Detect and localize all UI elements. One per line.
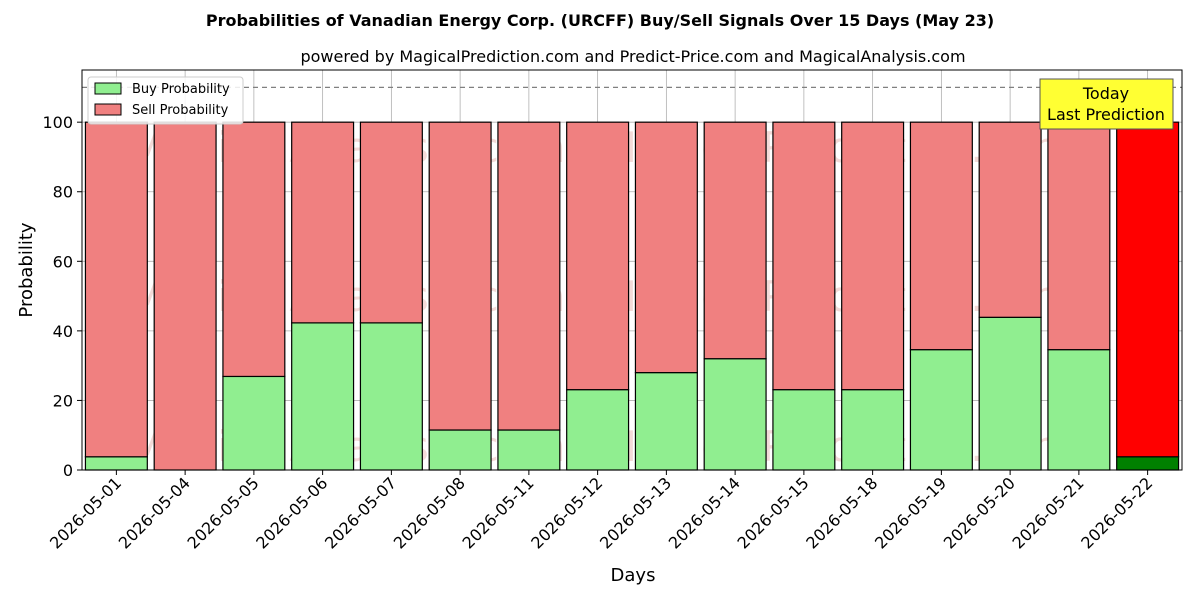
bar-buy [84, 456, 148, 471]
annotation-box [1039, 78, 1174, 130]
bar-buy [566, 389, 630, 471]
y-tick-label: 80 [53, 183, 73, 202]
bar-buy [1116, 456, 1180, 471]
bars [84, 121, 1180, 471]
bar-sell [497, 121, 561, 431]
bar-sell [359, 121, 423, 324]
bar-sell [703, 121, 767, 360]
legend-swatch-buy [94, 82, 122, 95]
bar-buy [428, 429, 492, 471]
x-tick-label: 2026-05-21 [1009, 473, 1088, 552]
chart-title: Probabilities of Vanadian Energy Corp. (… [206, 11, 994, 30]
bar-buy [703, 358, 767, 471]
x-axis-label: Days [611, 565, 656, 586]
x-tick-label: 2026-05-01 [46, 473, 125, 552]
y-tick-label: 100 [42, 113, 73, 132]
x-axis-ticks: 2026-05-012026-05-042026-05-052026-05-06… [46, 470, 1156, 553]
bar-sell [84, 121, 148, 458]
bar-sell [428, 121, 492, 431]
bar-sell [566, 121, 630, 391]
annotation-line-today: Today [1082, 84, 1129, 103]
chart-subtitle: powered by MagicalPrediction.com and Pre… [300, 47, 965, 66]
bar-buy [841, 389, 905, 471]
bar-buy [222, 375, 286, 471]
plot-frame [81, 69, 1183, 471]
x-tick-label: 2026-05-15 [734, 473, 813, 552]
x-tick-label: 2026-05-20 [940, 473, 1019, 552]
legend-label-buy: Buy Probability [132, 82, 230, 97]
bar-sell [153, 121, 217, 471]
annotation-line-last-prediction: Last Prediction [1047, 105, 1165, 124]
bar-buy [978, 316, 1042, 471]
today-annotation: Today Last Prediction [1039, 78, 1174, 130]
x-tick-label: 2026-05-07 [321, 473, 400, 552]
bar-buy [772, 389, 836, 471]
x-tick-label: 2026-05-11 [459, 473, 538, 552]
y-axis-label: Probability [16, 222, 37, 317]
bar-buy [291, 322, 355, 471]
bar-sell [291, 121, 355, 324]
bar-sell [1116, 121, 1180, 458]
bar-sell [841, 121, 905, 391]
legend-swatch-sell [94, 103, 122, 116]
y-tick-label: 60 [53, 252, 73, 271]
x-tick-label: 2026-05-06 [252, 473, 331, 552]
x-tick-label: 2026-05-13 [596, 473, 675, 552]
x-tick-label: 2026-05-05 [184, 473, 263, 552]
x-tick-label: 2026-05-08 [390, 473, 469, 552]
bar-sell [772, 121, 836, 391]
bar-sell [1047, 121, 1111, 351]
bar-sell [909, 121, 973, 351]
x-tick-label: 2026-05-22 [1077, 473, 1156, 552]
y-tick-label: 0 [63, 461, 73, 480]
bar-sell [634, 121, 698, 374]
x-tick-label: 2026-05-04 [115, 473, 194, 552]
bar-buy [359, 322, 423, 471]
bar-sell [222, 121, 286, 378]
bar-buy [497, 429, 561, 471]
legend-frame [87, 76, 244, 125]
legend-label-sell: Sell Probability [132, 103, 229, 118]
y-axis-ticks: 0 20 40 60 80 100 [42, 113, 82, 480]
y-tick-label: 20 [53, 391, 73, 410]
x-tick-label: 2026-05-14 [665, 473, 744, 552]
bar-buy [634, 372, 698, 471]
x-tick-label: 2026-05-12 [527, 473, 606, 552]
legend: Buy Probability Sell Probability [87, 76, 244, 125]
bar-sell [978, 121, 1042, 318]
y-tick-label: 40 [53, 322, 73, 341]
x-tick-label: 2026-05-18 [802, 473, 881, 552]
bar-buy [1047, 349, 1111, 471]
x-tick-label: 2026-05-19 [871, 473, 950, 552]
bar-buy [909, 349, 973, 471]
